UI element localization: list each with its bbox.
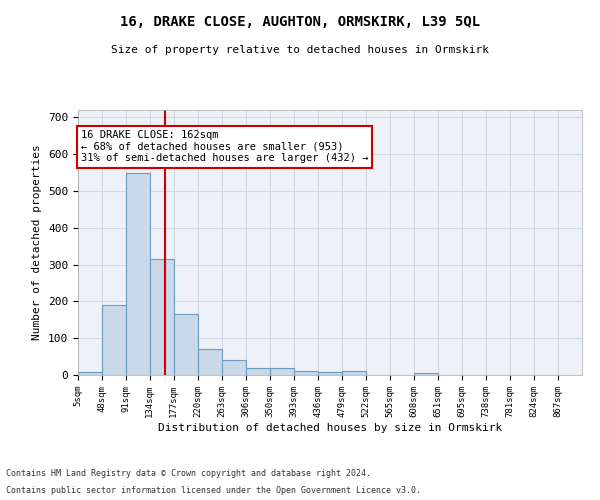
Bar (294, 370, 318, 375)
Bar (318, 372, 342, 375)
Bar (245, 368, 269, 375)
Text: Contains HM Land Registry data © Crown copyright and database right 2024.: Contains HM Land Registry data © Crown c… (6, 468, 371, 477)
Text: Contains public sector information licensed under the Open Government Licence v3: Contains public sector information licen… (6, 486, 421, 495)
Y-axis label: Number of detached properties: Number of detached properties (32, 144, 43, 340)
Bar (198, 349, 221, 375)
Bar (221, 360, 245, 375)
Text: Size of property relative to detached houses in Ormskirk: Size of property relative to detached ho… (111, 45, 489, 55)
Bar (78, 372, 102, 375)
Bar (342, 370, 366, 375)
X-axis label: Distribution of detached houses by size in Ormskirk: Distribution of detached houses by size … (158, 422, 502, 432)
Bar (270, 368, 294, 375)
Bar (174, 314, 198, 375)
Bar (102, 305, 126, 375)
Bar (414, 373, 438, 375)
Bar (150, 259, 174, 375)
Text: 16, DRAKE CLOSE, AUGHTON, ORMSKIRK, L39 5QL: 16, DRAKE CLOSE, AUGHTON, ORMSKIRK, L39 … (120, 15, 480, 29)
Text: 16 DRAKE CLOSE: 162sqm
← 68% of detached houses are smaller (953)
31% of semi-de: 16 DRAKE CLOSE: 162sqm ← 68% of detached… (81, 130, 368, 164)
Bar (126, 172, 150, 375)
